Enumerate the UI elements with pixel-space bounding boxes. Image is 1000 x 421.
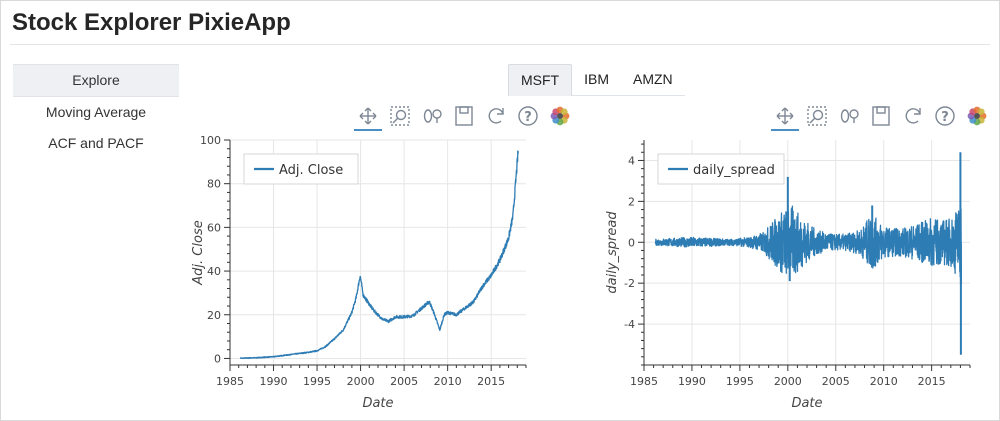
- title-divider: [10, 44, 990, 45]
- tab-amzn[interactable]: AMZN: [633, 71, 673, 87]
- sidebar-nav: Explore Moving Average ACF and PACF: [13, 64, 179, 159]
- ticker-tabs: MSFT IBM AMZN: [508, 64, 685, 96]
- tab-ibm[interactable]: IBM: [584, 71, 609, 87]
- sidebar-item-acf-pacf[interactable]: ACF and PACF: [48, 135, 144, 151]
- app-title: Stock Explorer PixieApp: [12, 9, 291, 36]
- sidebar-item-explore[interactable]: Explore: [13, 64, 179, 97]
- tab-msft[interactable]: MSFT: [508, 64, 573, 96]
- sidebar-item-moving-average[interactable]: Moving Average: [45, 104, 147, 120]
